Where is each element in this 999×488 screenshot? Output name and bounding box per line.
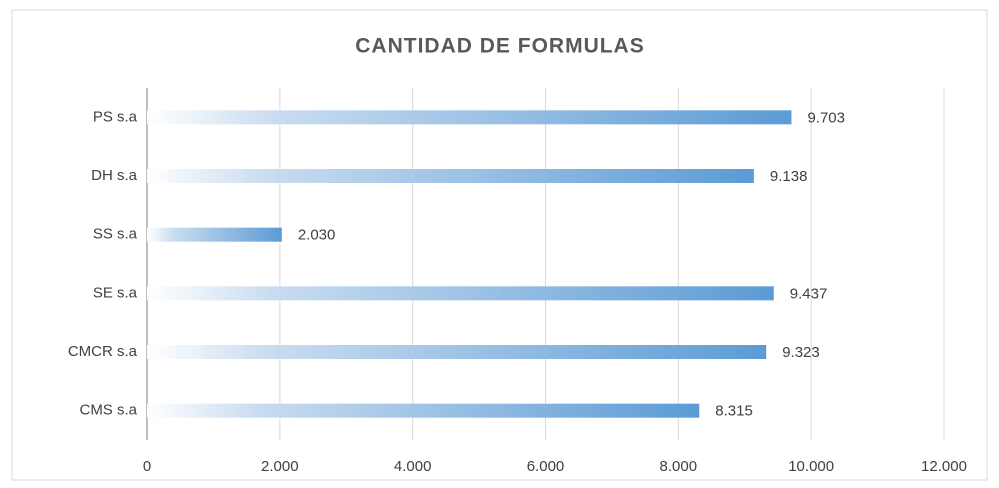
y-tick-label: CMS s.a [79, 402, 137, 419]
bar [147, 227, 282, 242]
bar [147, 169, 754, 183]
x-tick-label: 8.000 [660, 458, 698, 475]
bar [147, 403, 700, 418]
x-tick-label: 4.000 [394, 458, 432, 475]
bar [147, 345, 767, 359]
data-label: 9.138 [770, 168, 808, 185]
y-tick-label: SE s.a [93, 284, 138, 301]
x-tick-label: 0 [143, 458, 151, 475]
data-label: 2.030 [298, 227, 336, 244]
y-tick-label: DH s.a [91, 167, 138, 184]
x-tick-label: 10.000 [788, 458, 834, 475]
y-tick-label: CMCR s.a [68, 343, 138, 360]
y-tick-label: PS s.a [93, 108, 138, 125]
x-tick-label: 6.000 [527, 458, 565, 475]
bar [147, 286, 774, 301]
data-label: 9.437 [790, 285, 828, 302]
data-label: 9.703 [807, 109, 845, 126]
x-tick-label: 2.000 [261, 458, 299, 475]
chart-title: CANTIDAD DE FORMULAS [355, 35, 644, 58]
x-tick-label: 12.000 [921, 458, 967, 475]
chart-border [11, 9, 988, 481]
bar [147, 110, 792, 125]
y-tick-label: SS s.a [93, 226, 138, 243]
data-label: 9.323 [782, 344, 820, 361]
data-label: 8.315 [715, 403, 753, 420]
